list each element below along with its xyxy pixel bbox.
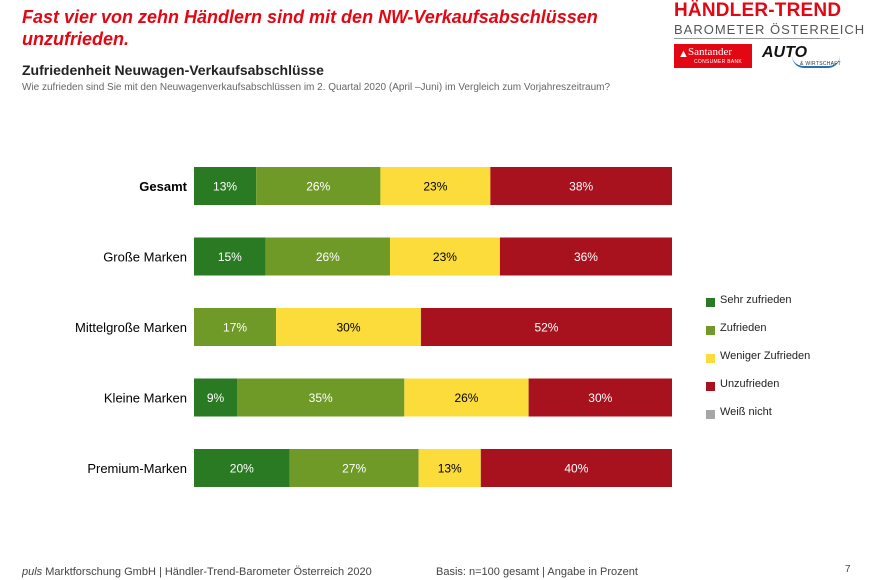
chart-title: Zufriedenheit Neuwagen-Verkaufsabschlüss… (22, 62, 324, 78)
category-label: Kleine Marken (104, 391, 187, 406)
data-label: 13% (438, 462, 462, 476)
flame-icon: ▲ (678, 48, 689, 60)
santander-name: Santander (688, 46, 732, 58)
data-label: 26% (454, 391, 478, 405)
data-label: 30% (336, 321, 360, 335)
bar-segment (528, 378, 672, 417)
data-label: 15% (218, 250, 242, 264)
data-label: 30% (588, 391, 612, 405)
bar-segment (194, 378, 238, 417)
data-label: 13% (213, 180, 237, 194)
legend-swatch (706, 382, 715, 391)
bar-segment (194, 308, 277, 346)
bar-segment (420, 308, 672, 346)
bar-segment (418, 449, 481, 487)
bar-segment (265, 237, 390, 276)
legend-label: Unzufrieden (720, 378, 780, 390)
legend-label: Weniger Zufrieden (720, 350, 811, 362)
auto-sub: & WIRTSCHAFT (800, 61, 842, 67)
category-label: Mittelgroße Marken (75, 320, 187, 335)
bar-segment (480, 449, 672, 487)
bar-segment (237, 378, 405, 417)
bar-segment (404, 378, 529, 417)
data-label: 26% (306, 180, 330, 194)
bar-segment (389, 237, 500, 276)
page-number: 7 (845, 564, 851, 575)
category-label: Premium-Marken (87, 461, 187, 476)
headline: Fast vier von zehn Händlern sind mit den… (22, 7, 598, 49)
data-label: 36% (574, 250, 598, 264)
brand-title: HÄNDLER-TREND (674, 0, 842, 21)
brand-subtitle: BAROMETER ÖSTERREICH (674, 22, 866, 37)
data-label: 23% (423, 180, 447, 194)
bar-segment (276, 308, 421, 346)
footer-company-rest: Marktforschung GmbH | Händler-Trend-Baro… (42, 566, 372, 578)
data-label: 52% (534, 321, 558, 335)
data-label: 40% (564, 462, 588, 476)
data-label: 20% (230, 462, 254, 476)
bar-segment (194, 237, 266, 276)
legend-swatch (706, 326, 715, 335)
data-label: 26% (316, 250, 340, 264)
santander-logo: ▲ Santander CONSUMER BANK (674, 44, 752, 68)
bar-segment (256, 167, 381, 205)
legend-label: Weiß nicht (720, 406, 772, 418)
legend-swatch (706, 354, 715, 363)
bar-segment (380, 167, 491, 205)
footer-company-prefix: puls (22, 566, 43, 578)
data-label: 38% (569, 180, 593, 194)
legend-label: Sehr zufrieden (720, 294, 792, 306)
bar-segment (289, 449, 419, 487)
legend-swatch (706, 410, 715, 419)
footer-source: puls Marktforschung GmbH | Händler-Trend… (22, 566, 372, 578)
chart-subtitle: Wie zufrieden sind Sie mit den Neuwagenv… (22, 82, 611, 93)
footer-basis: Basis: n=100 gesamt | Angabe in Prozent (436, 566, 638, 578)
legend-swatch (706, 298, 715, 307)
bar-segment (194, 449, 290, 487)
santander-sub: CONSUMER BANK (694, 59, 743, 65)
bar-segment (490, 167, 672, 205)
data-label: 17% (223, 321, 247, 335)
data-label: 27% (342, 462, 366, 476)
legend-label: Zufrieden (720, 322, 767, 334)
auto-wirtschaft-logo: AUTO & WIRTSCHAFT (762, 44, 842, 70)
category-label: Gesamt (139, 179, 187, 194)
data-label: 35% (309, 391, 333, 405)
bar-segment (194, 167, 257, 205)
bar-segment (499, 237, 672, 276)
data-label: 23% (433, 250, 457, 264)
brand-divider (674, 38, 840, 39)
swoosh-icon (792, 56, 840, 68)
category-label: Große Marken (103, 250, 187, 265)
data-label: 9% (207, 391, 225, 405)
